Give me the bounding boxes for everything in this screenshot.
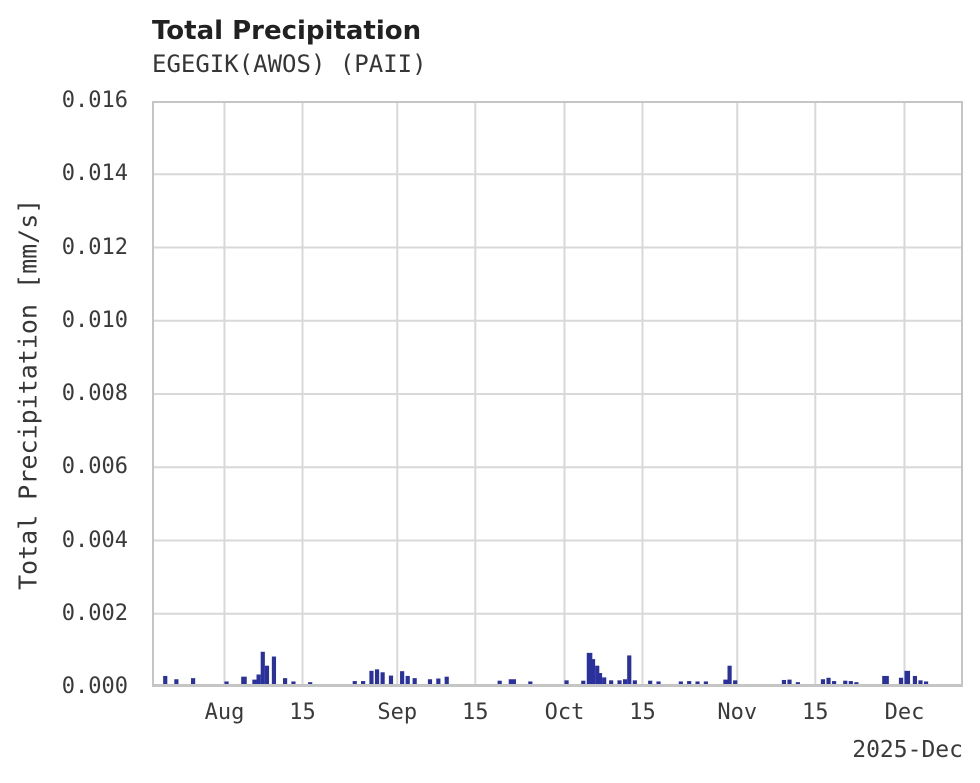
precip-bar: [282, 678, 288, 684]
x-tick-label: Dec: [884, 700, 925, 725]
y-tick-label: 0.000: [61, 674, 128, 699]
precip-bar: [656, 681, 661, 684]
precip-bar: [400, 671, 405, 684]
precip-bar: [508, 679, 516, 684]
precip-bar: [678, 681, 683, 684]
precip-bar: [497, 680, 502, 684]
precip-bar: [912, 675, 918, 684]
precip-bar: [918, 680, 923, 684]
precip-bar: [436, 678, 441, 684]
precip-bar: [374, 669, 380, 684]
x-tick-label: Aug: [204, 700, 245, 725]
precip-bar: [380, 672, 385, 684]
precip-bar: [528, 681, 533, 684]
precip-bar: [590, 659, 596, 685]
y-tick-label: 0.014: [61, 161, 128, 187]
x-tick-label: 15: [629, 700, 656, 725]
precip-bar: [427, 679, 433, 684]
x-tick-label: Oct: [544, 700, 585, 725]
x-tick-label: 15: [289, 700, 316, 725]
precip-bar: [241, 676, 247, 684]
precip-bar: [820, 679, 826, 684]
precip-bar: [648, 680, 653, 684]
precip-bar: [252, 679, 257, 684]
precip-bar: [352, 681, 357, 684]
precip-bar: [923, 681, 929, 684]
precip-bar: [602, 677, 607, 684]
precip-bar: [882, 675, 889, 684]
precip-bar: [291, 681, 296, 684]
precip-bar: [260, 651, 265, 684]
precip-bar: [727, 665, 732, 684]
precip-bar: [695, 681, 700, 684]
precip-bar: [733, 680, 738, 684]
precip-bar: [832, 681, 837, 684]
precip-bar: [256, 674, 261, 684]
plot-area: [152, 101, 963, 687]
precip-bar: [308, 682, 313, 684]
precip-bar: [361, 681, 366, 684]
precip-bar: [405, 675, 410, 684]
precip-bar: [609, 680, 614, 684]
precip-bar: [595, 665, 600, 684]
x-tick-label: Nov: [717, 700, 758, 725]
precip-bar: [388, 675, 394, 684]
precip-bar: [843, 680, 848, 684]
precip-bar: [632, 680, 637, 684]
corner-date-label: 2025-Dec: [852, 737, 963, 763]
precip-bar: [174, 679, 179, 684]
precip-bar: [854, 682, 859, 684]
precip-bar: [848, 681, 853, 684]
y-tick-label: 0.004: [61, 527, 128, 553]
precip-bar: [191, 678, 196, 684]
precip-bar: [723, 679, 728, 684]
precip-bar: [687, 681, 692, 684]
precip-bar: [264, 665, 270, 684]
y-tick-label: 0.008: [61, 381, 128, 406]
precip-bar: [904, 670, 911, 685]
precip-bar: [703, 681, 708, 684]
precip-bar: [787, 679, 792, 684]
precip-bar: [224, 681, 229, 684]
precip-bar: [163, 675, 168, 684]
precip-bar: [444, 676, 449, 684]
x-tick-label: 15: [802, 700, 829, 725]
y-tick-label: 0.010: [61, 307, 128, 333]
x-tick-label: Sep: [377, 700, 418, 725]
precip-bar: [795, 682, 800, 684]
y-tick-label: 0.002: [61, 600, 128, 626]
x-tick-label: 15: [462, 700, 489, 725]
precip-bar: [581, 680, 586, 684]
chart-title: Total Precipitation: [152, 16, 422, 46]
precip-bar: [627, 655, 632, 684]
precip-bar: [564, 680, 569, 684]
precip-bar: [597, 673, 603, 684]
precip-bar: [412, 678, 417, 684]
precip-bar: [369, 670, 374, 685]
precip-bar: [781, 679, 787, 684]
precip-bar: [622, 679, 628, 684]
chart-subtitle: EGEGIK(AWOS) (PAII): [152, 50, 427, 78]
precip-bar: [271, 656, 277, 684]
precip-bar: [898, 677, 904, 684]
precip-bar: [826, 677, 831, 684]
y-tick-label: 0.016: [61, 88, 128, 113]
y-tick-label: 0.006: [61, 454, 128, 480]
precip-bar: [586, 652, 593, 684]
y-tick-label: 0.012: [61, 234, 128, 260]
precip-bar: [617, 680, 622, 684]
